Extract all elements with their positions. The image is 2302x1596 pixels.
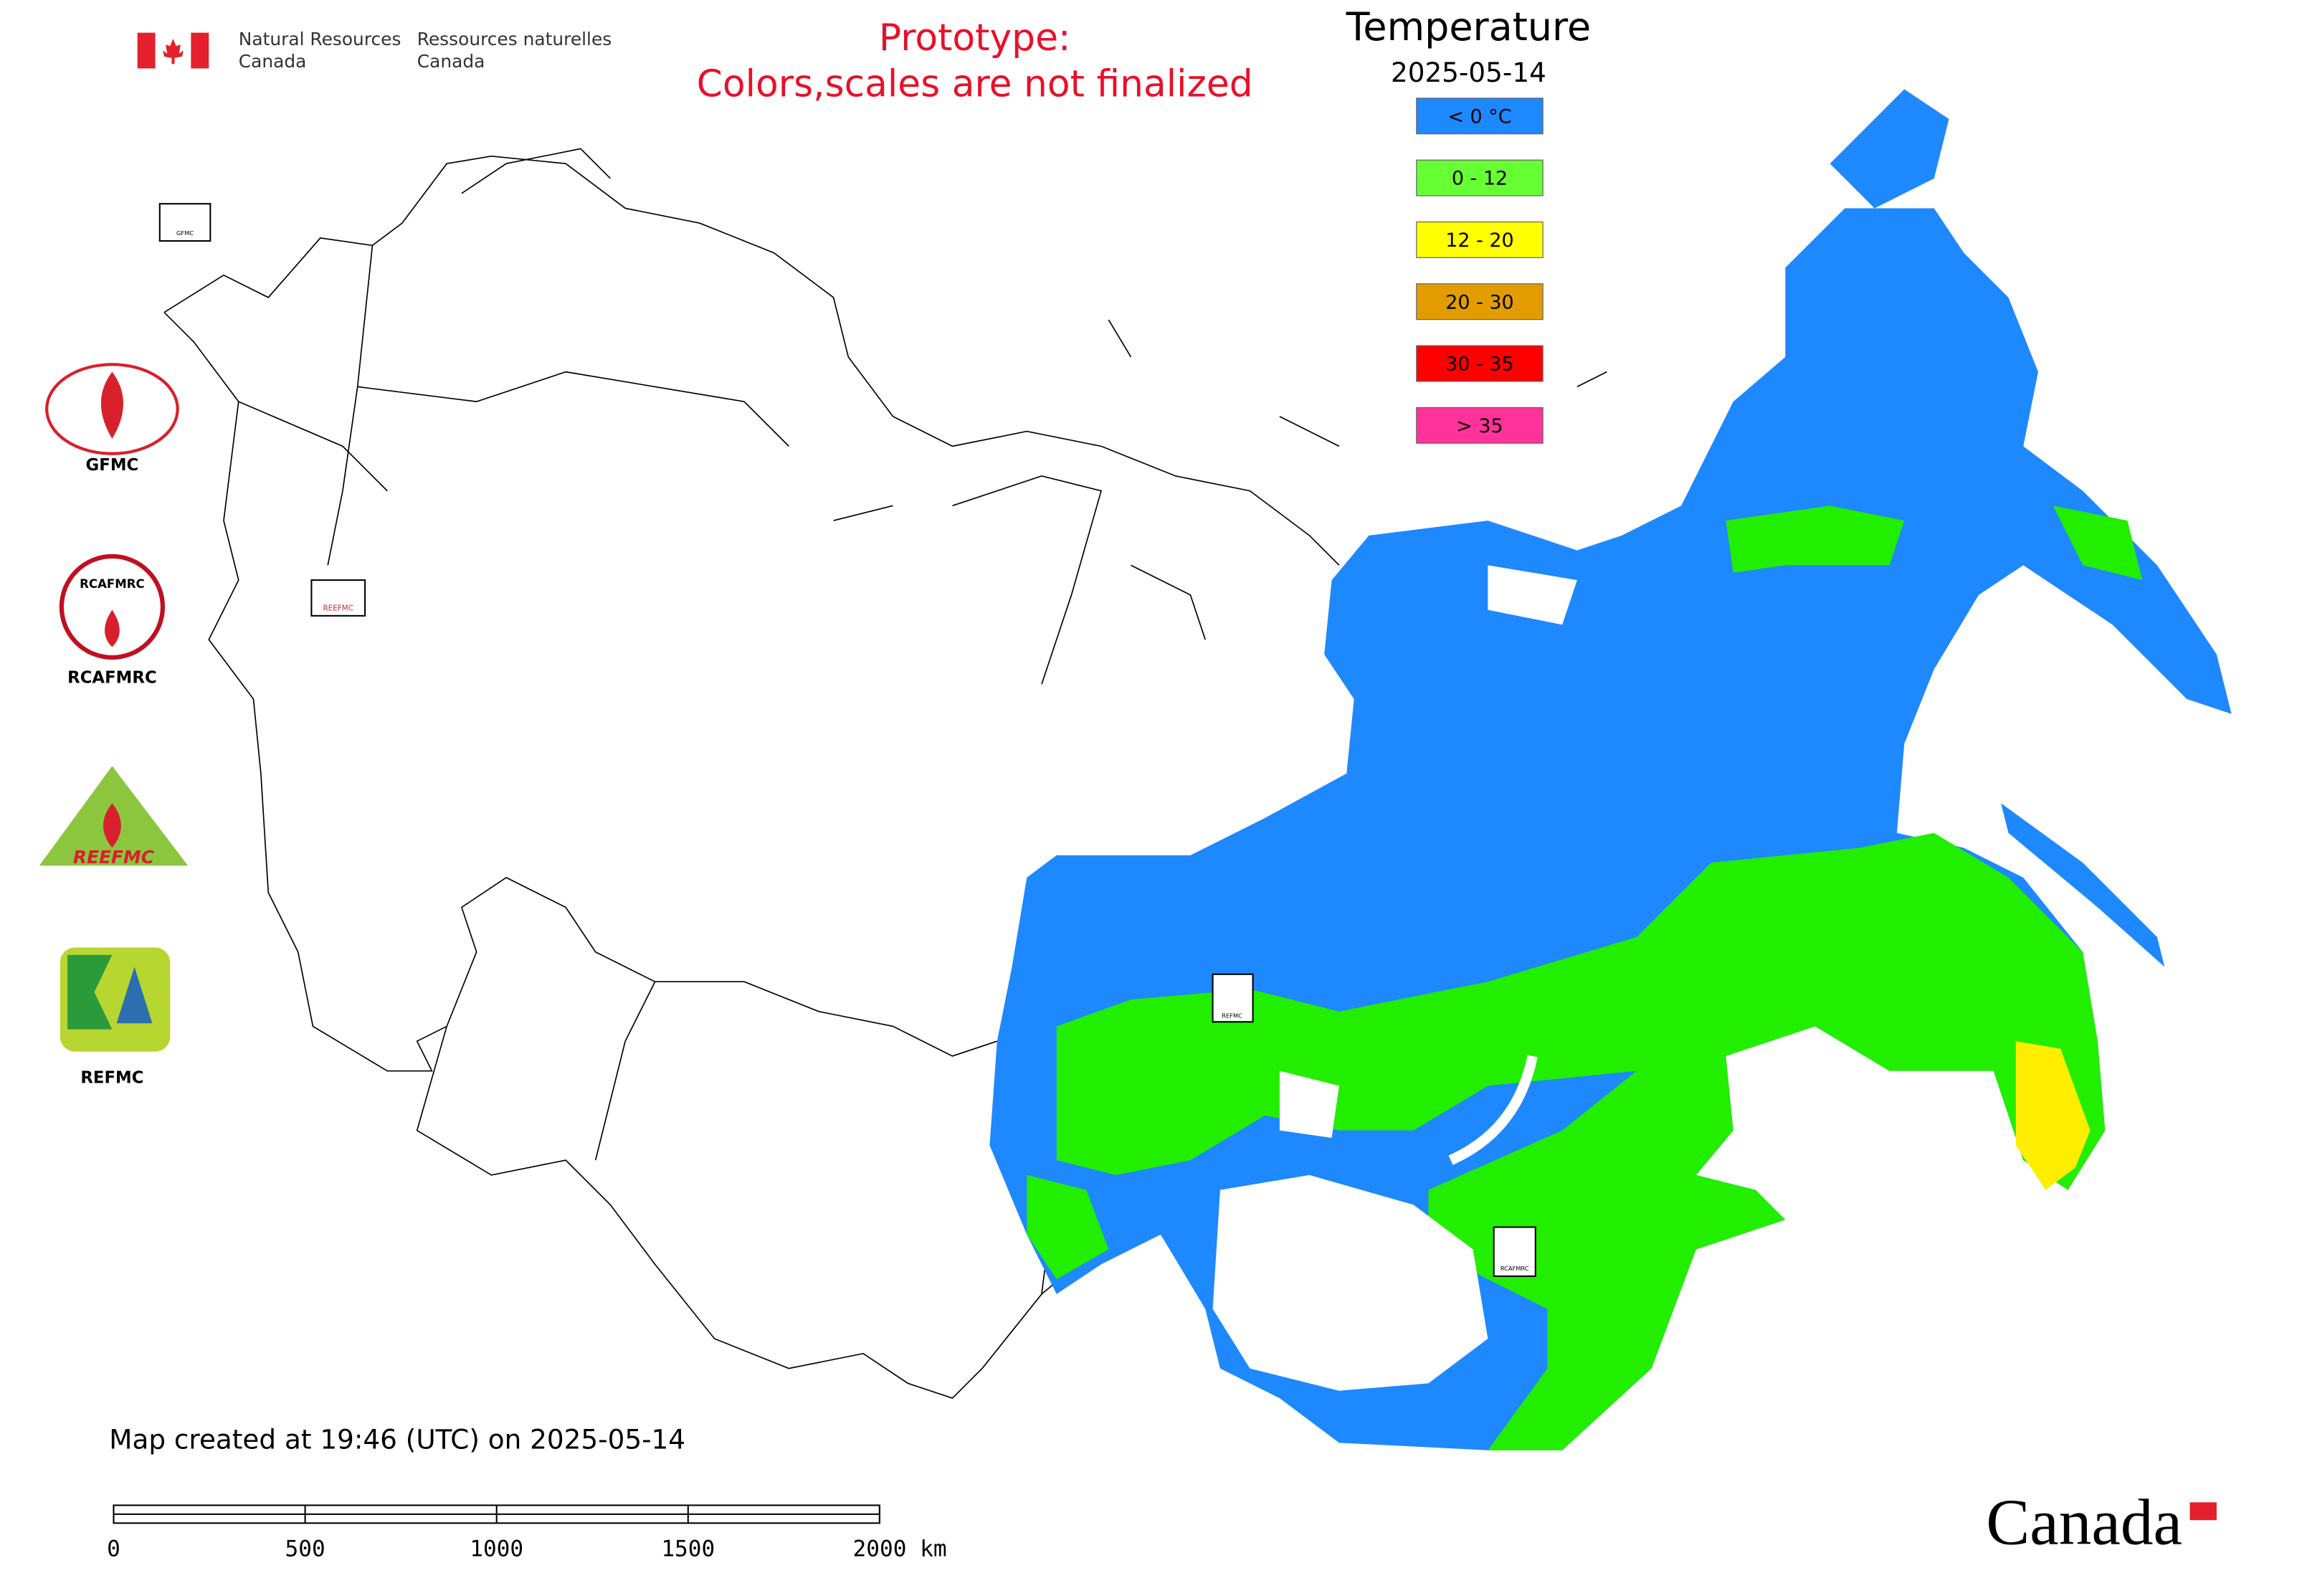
coastline	[461, 148, 1607, 685]
logo-label: REFMC	[80, 1069, 143, 1088]
legend-label: 20 - 30	[1445, 291, 1513, 313]
scale-label: 2000 km	[853, 1536, 947, 1562]
agency-en: Natural Resources	[239, 29, 401, 49]
legend-swatch	[1416, 407, 1544, 444]
marker-label: GFMC	[176, 229, 194, 237]
no-data	[1212, 565, 1577, 1391]
agency-signature: Natural Resources Canada Ressources natu…	[137, 29, 612, 72]
lake-baikal	[1448, 1055, 1538, 1165]
legend-label: > 35	[1456, 415, 1503, 437]
logo-label: GFMC	[86, 456, 139, 475]
canada-wordmark: Canada	[1986, 1486, 2217, 1559]
marker	[1212, 973, 1254, 1023]
temp-region	[2015, 1041, 2091, 1190]
marker-label: REFMC	[1222, 1012, 1242, 1019]
legend-label: 0 - 12	[1452, 168, 1508, 190]
marker	[158, 203, 211, 242]
temp-region	[989, 208, 2232, 1450]
scale-label: 1000	[470, 1536, 523, 1562]
marker-label: RCAFMRC	[1500, 1265, 1529, 1272]
scale-label: 0	[107, 1536, 120, 1562]
legend-swatch	[1416, 159, 1544, 196]
marker	[310, 579, 366, 617]
wordmark: Canada	[1986, 1486, 2182, 1559]
legend-swatch	[1416, 221, 1544, 258]
legend-swatch	[1416, 98, 1544, 135]
agency-en: Canada	[239, 51, 307, 72]
flag-band	[191, 32, 209, 69]
map	[163, 89, 2232, 1450]
logo-text: REEFMC	[73, 847, 155, 868]
legend-swatch	[1416, 345, 1544, 382]
agency-fr: Canada	[417, 51, 485, 72]
temp-region	[1027, 505, 2143, 1450]
flame	[100, 371, 123, 439]
legend-label: < 0 °C	[1447, 105, 1511, 128]
country-borders	[163, 155, 1340, 1400]
logo-label: RCAFMRC	[67, 668, 157, 687]
scale-label: 1500	[661, 1536, 715, 1562]
flame	[105, 609, 120, 647]
wordmark-flag	[2189, 1502, 2217, 1521]
legend-title: Temperature	[1346, 4, 1592, 49]
legend-date: 2025-05-14	[1391, 57, 1546, 88]
marker-label: REEFMC	[323, 604, 353, 612]
marker	[1493, 1226, 1536, 1278]
legend: < 0 °C 0 - 12 12 - 20 20 - 30 30 - 35 > 35	[1416, 98, 1544, 444]
rcafmrc-logo	[59, 554, 166, 660]
legend-label: 30 - 35	[1445, 353, 1513, 376]
flag-band	[137, 32, 156, 69]
notice: Prototype:	[879, 16, 1071, 60]
scale-label: 500	[285, 1536, 325, 1562]
footer: Map created at 19:46 (UTC) on 2025-05-14	[109, 1424, 685, 1455]
legend-label: 12 - 20	[1445, 229, 1513, 252]
maple-leaf	[162, 38, 184, 65]
logo-text: RCAFMRC	[80, 577, 145, 591]
notice: Colors,scales are not finalized	[697, 62, 1253, 105]
temp-region	[1830, 89, 2165, 967]
map-markers: GFMC REEFMC REFMC RCAFMRC	[158, 203, 1536, 1278]
logo-tree	[116, 966, 153, 1024]
scale-bar: 0 500 1000 1500 2000 km	[107, 1504, 947, 1562]
logos: GFMC RCAFMRC RCAFMRC REEFMC REFMC	[39, 363, 189, 1088]
gfmc-logo	[45, 363, 179, 455]
agency-fr: Ressources naturelles	[417, 29, 612, 49]
legend-swatch	[1416, 283, 1544, 320]
logo-sigma	[67, 954, 113, 1030]
flame	[103, 803, 121, 848]
